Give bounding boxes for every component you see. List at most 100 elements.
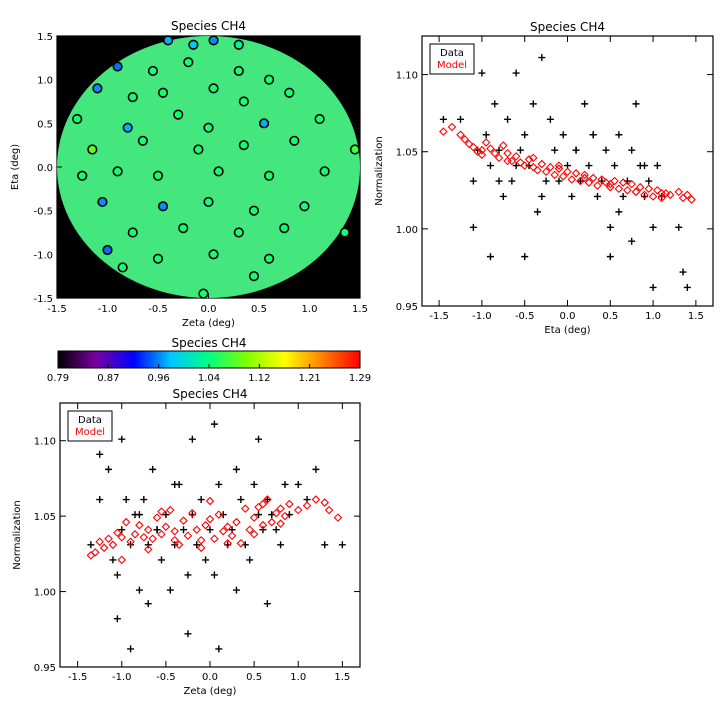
y-tick-label: 1.10 [34, 437, 56, 448]
data-point [246, 556, 254, 564]
data-point [184, 571, 192, 579]
model-point [499, 141, 508, 150]
model-point [524, 155, 534, 164]
model-point [687, 195, 696, 204]
data-point [277, 541, 285, 549]
x-tick-label: 0.0 [560, 311, 576, 322]
fov-point [127, 227, 138, 238]
x-tick-label: -1.0 [112, 672, 132, 683]
data-point [197, 496, 205, 504]
data-point [576, 177, 584, 185]
fov-point [178, 223, 189, 234]
fov-point [233, 227, 244, 238]
colorbar-tick-label: 0.79 [47, 373, 69, 384]
model-point [333, 513, 343, 522]
fov-point [264, 170, 275, 181]
x-tick-label: 0.0 [202, 672, 218, 683]
model-point [241, 504, 250, 513]
data-point [162, 511, 170, 519]
data-point [495, 177, 503, 185]
model-point [99, 543, 109, 553]
model-point [550, 170, 559, 180]
fov-point [238, 140, 249, 151]
data-point [675, 223, 683, 231]
fov-title: Species CH4 [171, 19, 246, 33]
fov-point [289, 135, 300, 146]
plot-frame [59, 402, 361, 668]
model-point [267, 517, 277, 527]
fov-point [248, 205, 260, 216]
data-point [512, 162, 520, 170]
model-point [635, 182, 645, 192]
fov-point [117, 262, 128, 273]
x-tick-label: 1.5 [352, 304, 368, 315]
y-tick-label: -0.5 [33, 207, 53, 218]
model-point [618, 178, 628, 187]
data-point [250, 480, 258, 488]
model-point [95, 537, 104, 547]
fov-point [193, 144, 204, 155]
data-point [272, 526, 280, 534]
colorbar-tick-label: 0.87 [97, 373, 119, 384]
model-point [558, 172, 568, 181]
fov-point [198, 288, 209, 299]
model-point [533, 165, 542, 175]
data-point [615, 131, 623, 139]
x-tick-label: 0.5 [602, 311, 618, 322]
model-point [214, 510, 224, 519]
model-point [280, 511, 290, 521]
data-point [294, 480, 302, 488]
model-point [121, 517, 131, 527]
model-point [285, 499, 294, 509]
data-point [215, 480, 223, 488]
data-point [237, 496, 245, 504]
y-tick-label: 1.10 [396, 71, 418, 82]
model-point [657, 189, 666, 198]
data-point [641, 162, 649, 170]
legend-entry-data: Data [440, 48, 464, 59]
y-tick-label: 0.5 [37, 119, 53, 130]
model-point [623, 186, 632, 195]
model-point [584, 178, 594, 187]
data-point [645, 177, 653, 185]
fov-point [157, 87, 169, 98]
model-point [528, 162, 538, 172]
x-tick-label: 0.0 [201, 304, 217, 315]
x-tick-label: 1.0 [302, 304, 318, 315]
model-point [276, 519, 285, 528]
y-tick-label: 1.00 [396, 225, 418, 236]
data-point [113, 615, 121, 623]
x-tick-label: -1.0 [472, 311, 492, 322]
data-point [259, 526, 267, 534]
fov-point [238, 96, 249, 107]
data-point [491, 100, 499, 108]
fov-point [208, 249, 219, 260]
model-point [205, 514, 215, 524]
data-point [615, 208, 623, 216]
data-point [171, 541, 179, 549]
model-point [179, 516, 188, 525]
model-point [481, 138, 491, 147]
fov-point [233, 65, 244, 77]
model-point [148, 534, 157, 544]
y-tick-label: 1.05 [396, 148, 418, 159]
data-point [105, 465, 113, 473]
model-point [554, 161, 564, 170]
fov-point [213, 166, 224, 177]
colorbar-tick-label: 0.96 [148, 373, 170, 384]
model-point [665, 190, 675, 200]
colorbar-tick-label: 1.12 [248, 373, 270, 384]
y-tick-label: 1.05 [34, 512, 56, 523]
x-tick-label: -1.5 [68, 672, 88, 683]
model-point [302, 501, 312, 510]
x-tick-label: -1.5 [47, 304, 67, 315]
model-point [170, 536, 179, 545]
data-point [538, 192, 546, 200]
fov-point [349, 144, 361, 155]
model-point [263, 495, 272, 504]
model-point [567, 175, 577, 184]
model-point [563, 167, 572, 177]
data-point [529, 100, 537, 108]
data-point [210, 420, 218, 428]
model-point [456, 130, 465, 140]
